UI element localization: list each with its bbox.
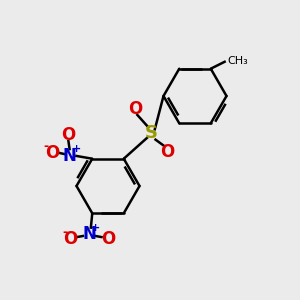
Text: O: O bbox=[45, 144, 59, 162]
Text: O: O bbox=[128, 100, 142, 118]
Text: -: - bbox=[43, 140, 48, 153]
Text: N: N bbox=[82, 225, 96, 243]
Text: +: + bbox=[91, 223, 101, 233]
Text: O: O bbox=[61, 126, 75, 144]
Text: +: + bbox=[72, 144, 81, 154]
Text: O: O bbox=[101, 230, 115, 248]
Text: O: O bbox=[160, 143, 174, 161]
Text: O: O bbox=[64, 230, 78, 248]
Text: CH₃: CH₃ bbox=[227, 56, 248, 66]
Text: -: - bbox=[62, 226, 67, 239]
Text: S: S bbox=[145, 124, 158, 142]
Text: N: N bbox=[63, 147, 77, 165]
